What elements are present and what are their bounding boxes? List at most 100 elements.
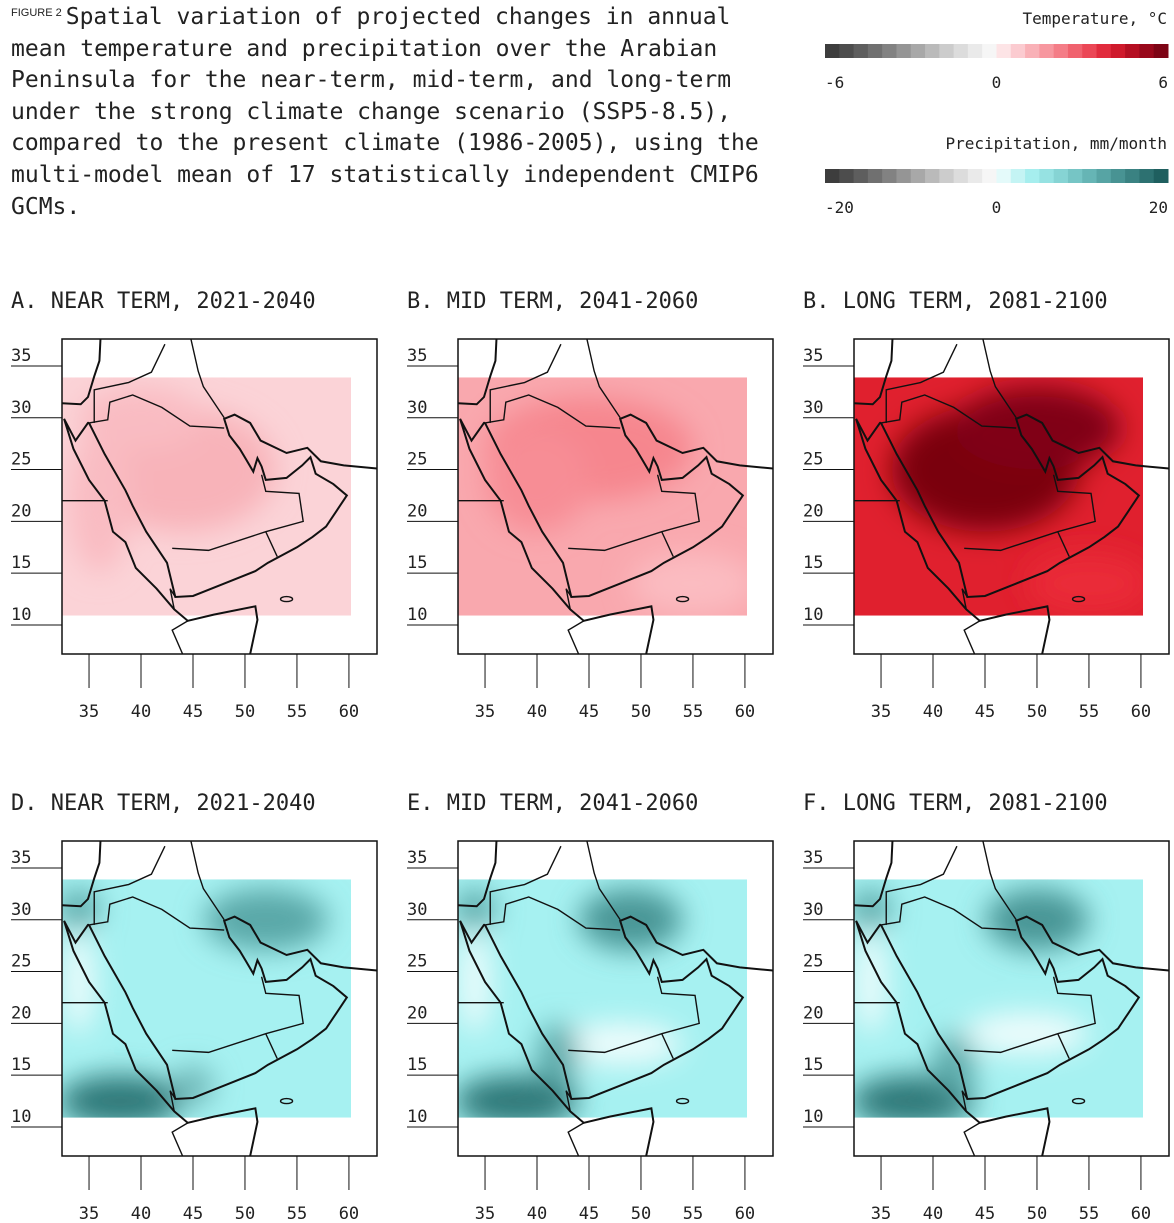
- field-blob: [854, 888, 892, 931]
- field: [854, 879, 1144, 1118]
- border: [568, 474, 700, 552]
- x-tick-label: 45: [975, 702, 995, 722]
- colorbar-tick-label: 0: [992, 73, 1002, 92]
- border: [567, 1122, 585, 1156]
- coastline: [62, 841, 102, 908]
- border: [171, 620, 189, 654]
- y-tick-label: 10: [803, 1107, 823, 1127]
- legend-title: Precipitation, mm/month: [945, 134, 1167, 153]
- field-blob: [578, 888, 683, 951]
- x-tick-label: 55: [1079, 1204, 1099, 1223]
- border: [169, 1090, 176, 1112]
- map-frame: [457, 840, 774, 1157]
- map: [853, 338, 1170, 655]
- border: [1057, 1033, 1070, 1059]
- panel-title: B. LONG TERM, 2081-2100: [803, 289, 1108, 314]
- x-tick-label: 60: [1131, 1204, 1151, 1223]
- y-tick-label: 35: [803, 848, 823, 868]
- border: [586, 339, 621, 419]
- field-blob: [485, 428, 589, 532]
- border: [484, 394, 621, 429]
- x-tick-label: 60: [339, 1204, 359, 1223]
- colorbar-step: [839, 169, 855, 183]
- y-tick-label: 30: [407, 900, 427, 920]
- panel-title: E. MID TERM, 2041-2060: [407, 791, 698, 816]
- border: [172, 474, 304, 552]
- y-tick-label: 35: [803, 346, 823, 366]
- x-tick-label: 40: [527, 1204, 547, 1223]
- colorbar-tick-label: 0: [992, 198, 1002, 217]
- y-tick-label: 10: [11, 1107, 31, 1127]
- y-tick-label: 10: [11, 605, 31, 625]
- y-tick-label: 35: [11, 346, 31, 366]
- colorbar-step: [1025, 44, 1040, 58]
- colorbar-step: [1053, 44, 1069, 58]
- field-blob: [537, 1023, 579, 1086]
- x-tick-label: 40: [131, 1204, 151, 1223]
- y-tick-label: 20: [11, 501, 31, 521]
- y-tick-label: 30: [11, 900, 31, 920]
- colorbar-tick-label: -6: [825, 73, 844, 92]
- border: [489, 343, 562, 423]
- colorbar-step: [1110, 169, 1126, 183]
- border: [982, 841, 1017, 921]
- field: [62, 879, 352, 1118]
- border: [567, 620, 585, 654]
- map-frame: [61, 840, 378, 1157]
- colorbar-step: [1153, 169, 1169, 183]
- y-tick-label: 15: [407, 1055, 427, 1075]
- colorbar-step: [1082, 169, 1098, 183]
- y-tick-label: 20: [407, 1003, 427, 1023]
- y-tick-label: 15: [11, 1055, 31, 1075]
- legend-title: Temperature, °C: [1023, 9, 1168, 28]
- border: [565, 588, 572, 610]
- colorbar-step: [825, 169, 840, 183]
- colorbar-step: [953, 169, 969, 183]
- field-blob: [855, 930, 887, 1034]
- border: [880, 896, 1017, 931]
- x-tick-label: 55: [683, 702, 703, 722]
- colorbar-step: [853, 44, 869, 58]
- map: [61, 338, 378, 655]
- field: [62, 377, 352, 616]
- x-tick-label: 60: [735, 702, 755, 722]
- y-tick-label: 35: [407, 848, 427, 868]
- colorbar-step: [882, 169, 897, 183]
- y-tick-label: 10: [803, 605, 823, 625]
- colorbar-step: [1096, 44, 1112, 58]
- colorbar-step: [1039, 169, 1055, 183]
- y-tick-label: 30: [803, 900, 823, 920]
- border: [172, 976, 304, 1054]
- panel-title: D. NEAR TERM, 2021-2040: [11, 791, 316, 816]
- field-blob: [557, 1023, 683, 1065]
- x-tick-label: 45: [183, 1204, 203, 1223]
- y-tick-label: 25: [407, 952, 427, 972]
- field-blob: [172, 1064, 214, 1107]
- colorbar-step: [982, 169, 997, 183]
- border: [586, 841, 621, 921]
- colorbar-step: [982, 44, 997, 58]
- x-tick-label: 35: [475, 702, 495, 722]
- colorbar-step: [996, 44, 1012, 58]
- lines: [854, 841, 1169, 1156]
- y-tick-label: 25: [803, 450, 823, 470]
- map-frame: [853, 840, 1170, 1157]
- colorbar-step: [1110, 44, 1126, 58]
- border: [489, 845, 562, 925]
- border: [265, 531, 278, 557]
- x-tick-label: 55: [287, 1204, 307, 1223]
- y-tick-label: 15: [803, 1055, 823, 1075]
- x-tick-label: 55: [287, 702, 307, 722]
- border: [88, 394, 225, 429]
- border: [880, 394, 1017, 429]
- border: [1057, 531, 1070, 557]
- field: [458, 879, 748, 1118]
- colorbar-step: [1025, 169, 1040, 183]
- x-tick-label: 55: [1079, 702, 1099, 722]
- field-blobs: [62, 888, 329, 1118]
- y-tick-label: 30: [11, 398, 31, 418]
- y-tick-label: 10: [407, 605, 427, 625]
- colorbar-step: [1053, 169, 1069, 183]
- colorbar-step: [1139, 44, 1155, 58]
